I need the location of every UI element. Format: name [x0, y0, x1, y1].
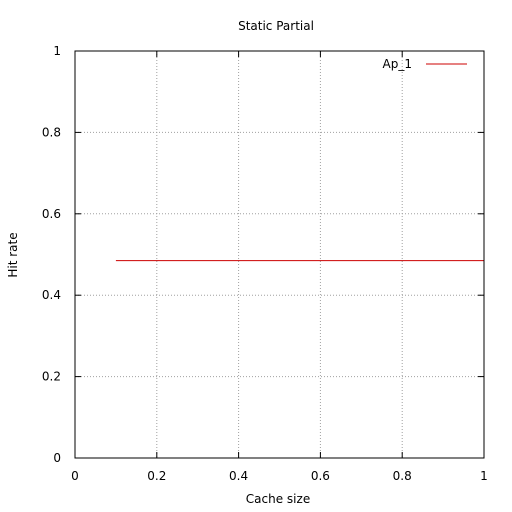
legend-label-ap-1: Ap_1: [383, 57, 412, 71]
axis-ticks: [74, 50, 485, 459]
x-tick-label: 0.2: [147, 469, 166, 483]
x-tick-label: 1: [480, 469, 488, 483]
plot-frame: [74, 50, 485, 459]
x-tick-label: 0.6: [311, 469, 330, 483]
y-tick-label: 0.8: [42, 125, 61, 139]
grid: [75, 51, 484, 458]
axis-tick-labels: 0 0.2 0.4 0.6 0.8 1 0 0.2 0.4 0.6 0.8 1: [42, 44, 488, 483]
x-tick-label: 0: [71, 469, 79, 483]
legend: Ap_1: [383, 57, 467, 71]
chart-title: Static Partial: [238, 19, 314, 33]
y-tick-label: 1: [53, 44, 61, 58]
y-tick-label: 0.4: [42, 288, 61, 302]
y-axis-label: Hit rate: [6, 232, 20, 277]
x-tick-label: 0.4: [229, 469, 248, 483]
x-axis-label: Cache size: [246, 492, 310, 506]
y-tick-label: 0.6: [42, 207, 61, 221]
x-tick-label: 0.8: [393, 469, 412, 483]
y-tick-label: 0: [53, 451, 61, 465]
y-tick-label: 0.2: [42, 370, 61, 384]
